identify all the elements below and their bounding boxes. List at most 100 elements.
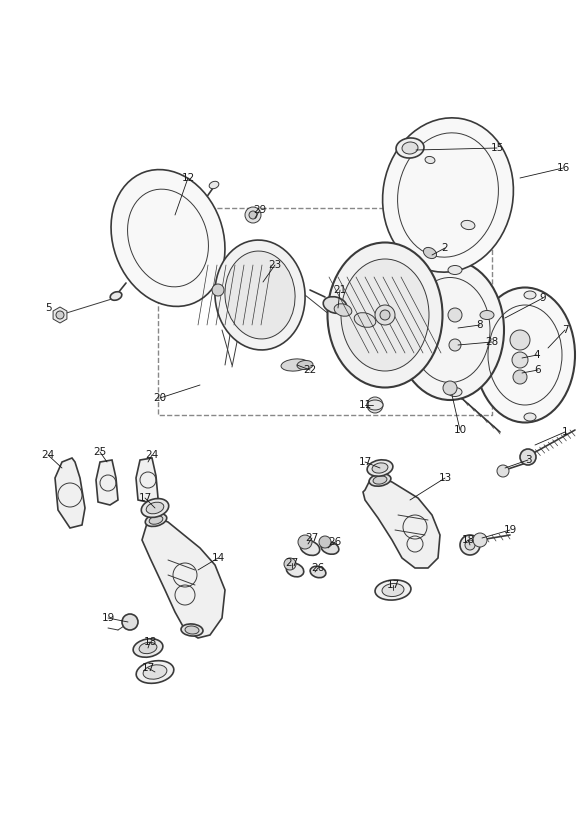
Ellipse shape bbox=[448, 387, 462, 396]
Ellipse shape bbox=[524, 413, 536, 421]
Circle shape bbox=[284, 558, 296, 570]
Text: 21: 21 bbox=[333, 285, 347, 295]
Text: 27: 27 bbox=[305, 533, 319, 543]
Ellipse shape bbox=[367, 400, 383, 410]
Ellipse shape bbox=[185, 626, 199, 634]
Text: 23: 23 bbox=[268, 260, 282, 270]
Ellipse shape bbox=[382, 583, 404, 597]
Ellipse shape bbox=[281, 359, 309, 371]
Circle shape bbox=[473, 533, 487, 547]
Ellipse shape bbox=[249, 211, 257, 219]
Polygon shape bbox=[55, 458, 85, 528]
Text: 22: 22 bbox=[303, 365, 317, 375]
Circle shape bbox=[513, 370, 527, 384]
Text: 20: 20 bbox=[153, 393, 167, 403]
Circle shape bbox=[443, 381, 457, 395]
Ellipse shape bbox=[341, 259, 429, 371]
Ellipse shape bbox=[321, 541, 339, 555]
Text: 10: 10 bbox=[454, 425, 466, 435]
Text: 13: 13 bbox=[438, 473, 452, 483]
Text: 18: 18 bbox=[461, 535, 475, 545]
Ellipse shape bbox=[300, 541, 319, 555]
Text: 19: 19 bbox=[503, 525, 517, 535]
Ellipse shape bbox=[136, 661, 174, 683]
Text: 8: 8 bbox=[477, 320, 483, 330]
Circle shape bbox=[460, 535, 480, 555]
Text: 14: 14 bbox=[212, 553, 224, 563]
Circle shape bbox=[448, 308, 462, 322]
Ellipse shape bbox=[245, 207, 261, 223]
Text: 26: 26 bbox=[328, 537, 342, 547]
Text: 17: 17 bbox=[359, 457, 371, 467]
Text: 6: 6 bbox=[535, 365, 541, 375]
Ellipse shape bbox=[145, 513, 167, 527]
Ellipse shape bbox=[286, 563, 304, 577]
Ellipse shape bbox=[367, 460, 393, 476]
Ellipse shape bbox=[369, 474, 391, 486]
Ellipse shape bbox=[139, 643, 157, 653]
Ellipse shape bbox=[181, 624, 203, 636]
Ellipse shape bbox=[146, 502, 164, 514]
Text: 15: 15 bbox=[490, 143, 504, 153]
Text: 27: 27 bbox=[285, 558, 298, 568]
Circle shape bbox=[56, 311, 64, 319]
Polygon shape bbox=[142, 518, 225, 638]
Text: 26: 26 bbox=[311, 563, 325, 573]
Circle shape bbox=[319, 536, 331, 548]
Text: 17: 17 bbox=[387, 580, 399, 590]
Text: 4: 4 bbox=[533, 350, 540, 360]
Circle shape bbox=[497, 465, 509, 477]
Text: 24: 24 bbox=[145, 450, 159, 460]
Circle shape bbox=[465, 540, 475, 550]
Polygon shape bbox=[53, 307, 67, 323]
Ellipse shape bbox=[110, 292, 122, 300]
Ellipse shape bbox=[382, 118, 514, 272]
Ellipse shape bbox=[354, 312, 376, 327]
Ellipse shape bbox=[111, 170, 225, 307]
Ellipse shape bbox=[334, 304, 352, 316]
Circle shape bbox=[380, 310, 390, 320]
Text: 29: 29 bbox=[254, 205, 266, 215]
Ellipse shape bbox=[461, 220, 475, 230]
Ellipse shape bbox=[423, 247, 437, 259]
Ellipse shape bbox=[215, 240, 305, 350]
Text: 5: 5 bbox=[45, 303, 51, 313]
Polygon shape bbox=[96, 460, 118, 505]
Circle shape bbox=[122, 614, 138, 630]
Ellipse shape bbox=[475, 288, 575, 423]
Ellipse shape bbox=[396, 138, 424, 158]
Text: 25: 25 bbox=[93, 447, 107, 457]
Ellipse shape bbox=[209, 181, 219, 189]
Ellipse shape bbox=[375, 580, 411, 600]
Circle shape bbox=[510, 330, 530, 350]
Text: 3: 3 bbox=[525, 455, 531, 465]
Circle shape bbox=[367, 397, 383, 413]
Circle shape bbox=[449, 339, 461, 351]
Text: 1: 1 bbox=[561, 427, 568, 437]
Text: 18: 18 bbox=[143, 637, 157, 647]
Text: 9: 9 bbox=[540, 293, 546, 303]
Ellipse shape bbox=[143, 665, 167, 679]
Ellipse shape bbox=[448, 265, 462, 274]
Text: 28: 28 bbox=[486, 337, 498, 347]
Text: 19: 19 bbox=[101, 613, 115, 623]
Ellipse shape bbox=[402, 142, 418, 154]
Ellipse shape bbox=[524, 291, 536, 299]
Ellipse shape bbox=[425, 157, 435, 163]
Ellipse shape bbox=[149, 516, 163, 524]
Ellipse shape bbox=[323, 297, 347, 313]
Ellipse shape bbox=[372, 463, 388, 473]
Circle shape bbox=[520, 449, 536, 465]
Circle shape bbox=[512, 352, 528, 368]
Ellipse shape bbox=[141, 499, 168, 517]
Text: 16: 16 bbox=[556, 163, 570, 173]
Text: 24: 24 bbox=[41, 450, 55, 460]
Polygon shape bbox=[136, 458, 158, 503]
Circle shape bbox=[212, 284, 224, 296]
Ellipse shape bbox=[373, 476, 387, 485]
Text: 17: 17 bbox=[138, 493, 152, 503]
Ellipse shape bbox=[133, 639, 163, 658]
Ellipse shape bbox=[297, 360, 313, 369]
Circle shape bbox=[298, 535, 312, 549]
Polygon shape bbox=[363, 478, 440, 568]
